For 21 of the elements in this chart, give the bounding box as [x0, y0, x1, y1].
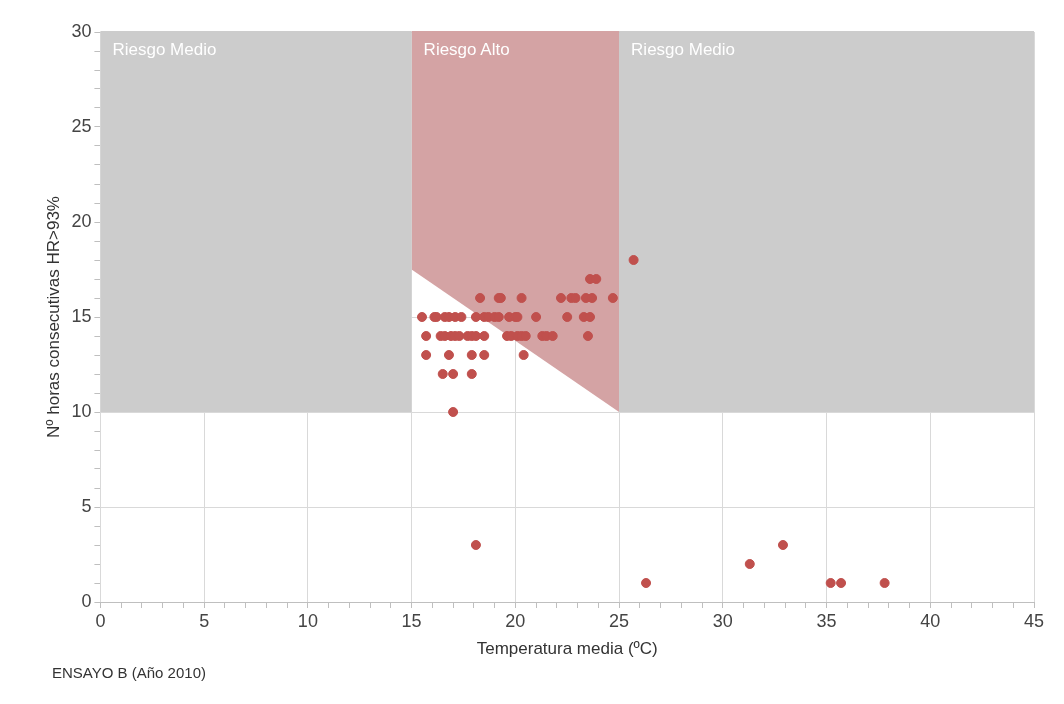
x-tick-label: 25 — [609, 610, 630, 631]
x-tick-label: 45 — [1023, 610, 1045, 631]
y-tick-label: 25 — [71, 115, 92, 136]
x-tick-label: 20 — [505, 610, 526, 631]
text: ENSAYO B (Año 2010) — [52, 664, 206, 681]
x-tick-label: 40 — [920, 610, 941, 631]
x-tick-label: 10 — [297, 610, 318, 631]
y-tick-label: 30 — [71, 20, 92, 41]
x-tick-label: 0 — [95, 610, 106, 631]
x-tick-label: 30 — [712, 610, 733, 631]
y-tick-label: 0 — [81, 590, 92, 611]
x-tick-label: 15 — [401, 610, 422, 631]
y-tick-label: 5 — [81, 495, 92, 516]
x-tick-label: 5 — [199, 610, 210, 631]
annotation: Riesgo Alto — [423, 39, 510, 59]
x-axis-title: Temperatura media (ºC) — [476, 639, 658, 659]
y-axis-title: Nº horas consecutivas HR>93% — [43, 196, 63, 438]
y-tick-label: 20 — [71, 210, 92, 231]
y-tick-label: 10 — [71, 400, 92, 421]
x-tick-label: 35 — [816, 610, 837, 631]
y-tick-label: 15 — [71, 305, 92, 326]
